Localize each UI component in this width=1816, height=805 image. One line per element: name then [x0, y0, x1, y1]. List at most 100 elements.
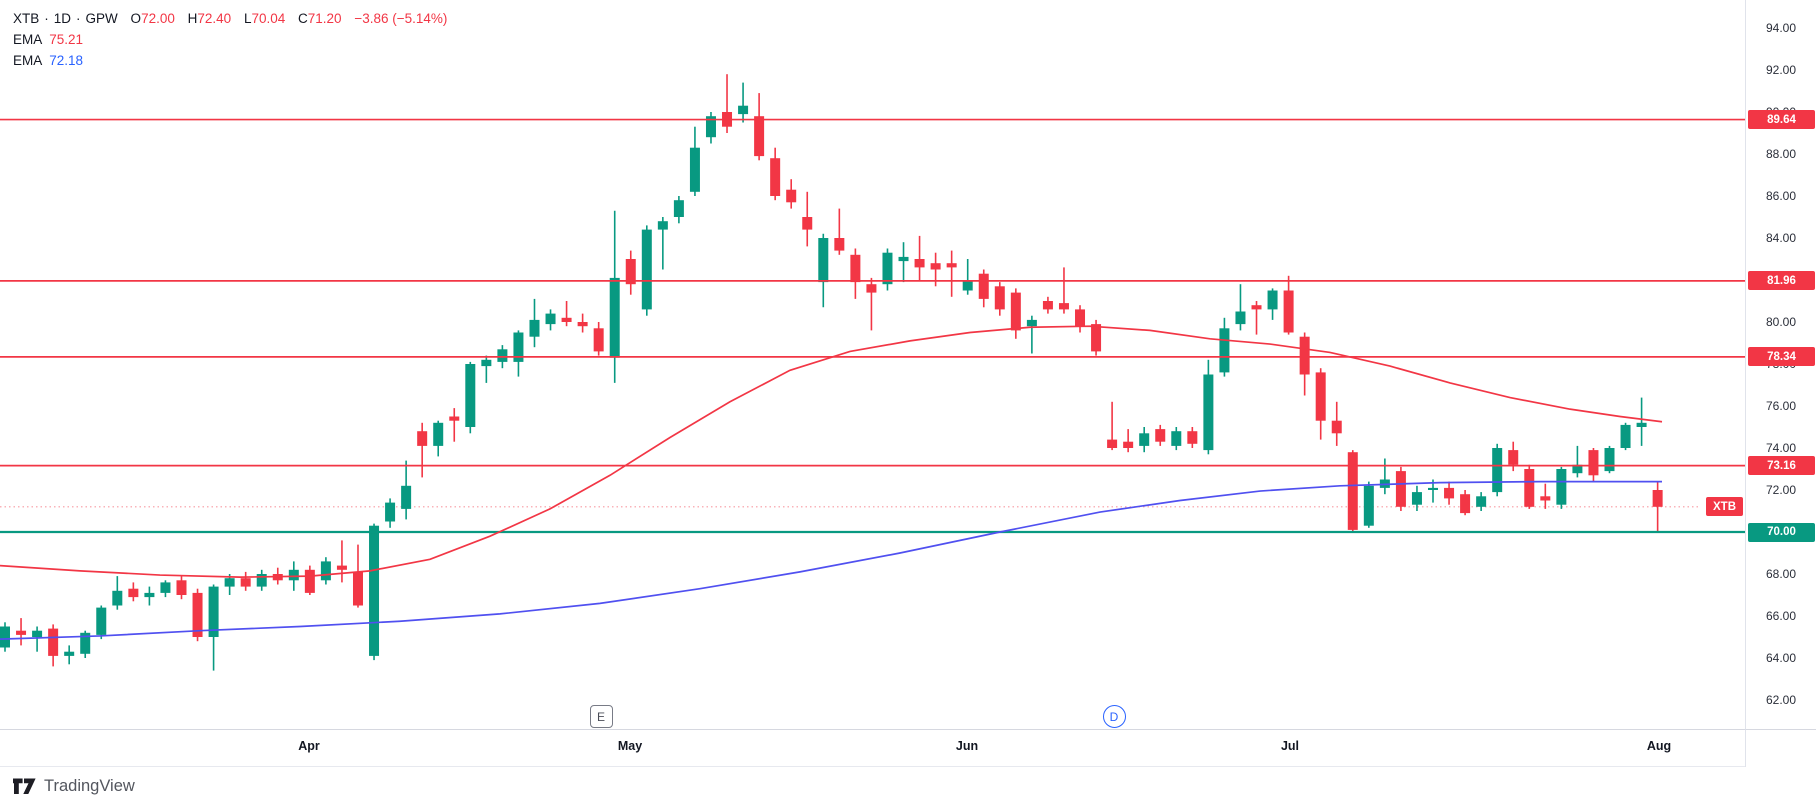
timeframe-label[interactable]: 1D [53, 11, 72, 26]
ema-slow-label: EMA [13, 53, 43, 68]
candle-body [1331, 420, 1342, 434]
axis-corner [1745, 729, 1816, 767]
candle-body [770, 158, 781, 196]
candle-body [1460, 494, 1471, 514]
candle-body [224, 578, 235, 587]
candle-body [1187, 431, 1198, 444]
footer: TradingView [0, 767, 1816, 805]
candle-body [673, 200, 684, 217]
candle-body [513, 332, 524, 362]
candle-body [1492, 448, 1503, 493]
candle-body [465, 364, 476, 427]
candle-body [369, 525, 380, 656]
month-tick-label[interactable]: Jun [955, 739, 979, 753]
price-level-badge: 70.00 [1748, 522, 1815, 542]
month-tick-label[interactable]: Apr [298, 739, 320, 753]
candle-body [754, 116, 765, 157]
candle-body [930, 263, 941, 270]
symbol-name[interactable]: XTB [13, 11, 40, 26]
candle-body [1428, 487, 1439, 490]
candle-body [1476, 496, 1487, 507]
candle-body [1235, 311, 1246, 325]
candle-body [1444, 487, 1455, 499]
price-axis[interactable]: 94.0092.0090.0088.0086.0084.0082.0080.00… [1745, 0, 1816, 729]
candle-body [657, 221, 668, 230]
candle-body [1058, 303, 1069, 310]
candle-body [1411, 492, 1422, 505]
candle-body [1508, 450, 1519, 465]
ema-slow-row[interactable]: EMA 72.18 [13, 50, 447, 71]
candle-body [240, 578, 251, 587]
candle-body [48, 628, 59, 656]
candle-body [1604, 448, 1615, 472]
ema-fast-value: 75.21 [49, 32, 84, 47]
tradingview-logo-link[interactable]: TradingView [13, 776, 135, 797]
low-label: L [243, 11, 252, 26]
candle-body [1155, 429, 1166, 442]
candle-body [449, 416, 460, 421]
month-tick-label[interactable]: Jul [1280, 739, 1300, 753]
price-tick-label: 84.00 [1765, 231, 1797, 245]
candle-body [401, 485, 412, 509]
candle-body [128, 588, 139, 598]
candle-body [1203, 374, 1214, 451]
candle-body [1652, 490, 1663, 507]
high-label: H [187, 11, 198, 26]
candle-body [497, 349, 508, 362]
price-tick-label: 62.00 [1765, 693, 1797, 707]
chart-pane[interactable]: XTB · 1D · GPW O72.00 H72.40 L70.04 C71.20 −… [0, 0, 1745, 729]
candle-body [433, 422, 444, 446]
candle-body [962, 280, 973, 291]
price-tick-label: 66.00 [1765, 609, 1797, 623]
separator-dot: · [44, 11, 49, 26]
month-tick-label[interactable]: May [617, 739, 643, 753]
month-tick-label[interactable]: Aug [1646, 739, 1672, 753]
candle-body [192, 592, 203, 637]
price-tick-label: 94.00 [1765, 21, 1797, 35]
candle-body [64, 651, 75, 656]
ema-line [0, 480, 1662, 640]
candle-body [738, 105, 749, 115]
ema-fast-row[interactable]: EMA 75.21 [13, 29, 447, 50]
ema-fast-label: EMA [13, 32, 43, 47]
candle-body [1363, 485, 1374, 526]
ema-line [0, 325, 1663, 579]
candle-body [1091, 324, 1102, 352]
earnings-marker[interactable]: E [589, 705, 613, 728]
candle-body [96, 607, 107, 635]
candle-body [1572, 464, 1583, 474]
candle-body [0, 626, 10, 648]
time-axis[interactable]: Apr May Jun Jul Aug [0, 729, 1745, 767]
candle-body [545, 313, 556, 325]
candle-body [1107, 439, 1118, 448]
candle-body [786, 189, 797, 203]
candle-body [352, 571, 363, 606]
candle-body [577, 322, 588, 327]
change-value: −3.86 (−5.14%) [354, 11, 448, 26]
candle-body [320, 561, 331, 581]
candle-body [385, 502, 396, 522]
symbol-title-row[interactable]: XTB · 1D · GPW O72.00 H72.40 L70.04 C71.20 −… [13, 8, 447, 29]
price-level-badge: 73.16 [1748, 456, 1815, 476]
candle-body [1315, 372, 1326, 421]
candle-body [1171, 431, 1182, 446]
price-tick-label: 88.00 [1765, 147, 1797, 161]
candle-body [882, 252, 893, 285]
low-value: 70.04 [251, 11, 286, 26]
open-label: O [130, 11, 142, 26]
candle-body [609, 277, 620, 358]
candle-body [304, 569, 315, 593]
candle-body [994, 286, 1005, 310]
candle-body [176, 580, 187, 595]
candle-body [978, 273, 989, 299]
candle-body [914, 259, 925, 268]
separator-dot: · [76, 11, 81, 26]
price-tick-label: 74.00 [1765, 441, 1797, 455]
dividends-marker[interactable]: D [1102, 705, 1126, 728]
candlestick-chart[interactable] [0, 0, 1745, 729]
candle-body [834, 238, 845, 251]
candle-body [1540, 496, 1551, 501]
candle-body [1219, 328, 1230, 373]
candle-body [850, 254, 861, 283]
